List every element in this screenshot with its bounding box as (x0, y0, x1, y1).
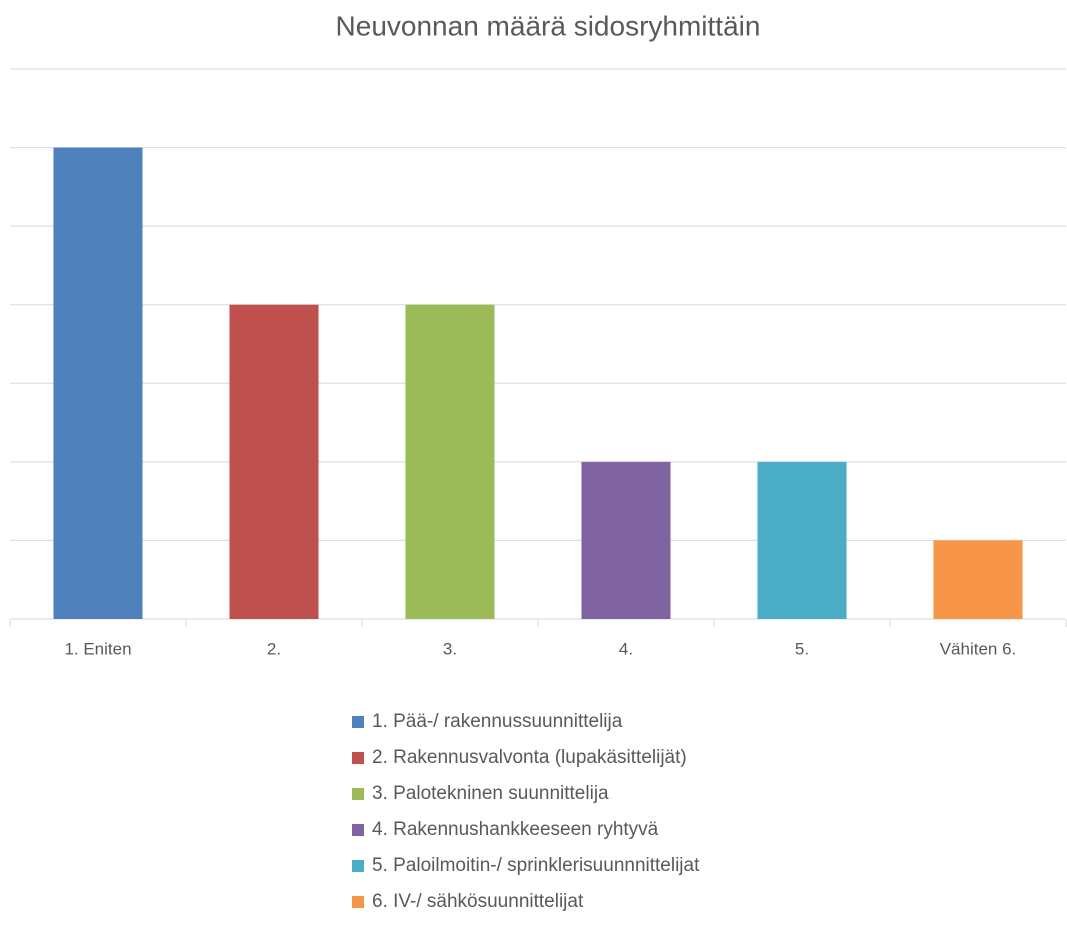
x-tick-label: 1. Eniten (64, 639, 131, 658)
legend-swatch (352, 860, 364, 872)
legend-label: 2. Rakennusvalvonta (lupakäsittelijät) (372, 747, 687, 768)
bar (405, 304, 495, 619)
bar (757, 461, 847, 619)
legend-swatch (352, 752, 364, 764)
bar (53, 147, 143, 620)
legend-swatch (352, 716, 364, 728)
legend-label: 4. Rakennushankkeeseen ryhtyvä (372, 819, 659, 840)
x-tick-label: 4. (619, 639, 633, 658)
chart-title: Neuvonnan määrä sidosryhmittäin (336, 10, 761, 41)
legend-swatch (352, 824, 364, 836)
legend-label: 3. Palotekninen suunnittelija (372, 783, 609, 804)
x-tick-label: 2. (267, 639, 281, 658)
bar (581, 461, 671, 619)
legend-swatch (352, 788, 364, 800)
legend-label: 6. IV-/ sähkösuunnittelijat (372, 891, 584, 912)
x-tick-label: 5. (795, 639, 809, 658)
x-tick-label: Vähiten 6. (940, 639, 1017, 658)
bar (933, 540, 1023, 619)
legend-label: 5. Paloilmoitin-/ sprinklerisuunnnitteli… (372, 855, 700, 876)
x-tick-label: 3. (443, 639, 457, 658)
bar (229, 304, 319, 619)
legend-swatch (352, 896, 364, 908)
legend-label: 1. Pää-/ rakennussuunnittelija (372, 711, 623, 732)
